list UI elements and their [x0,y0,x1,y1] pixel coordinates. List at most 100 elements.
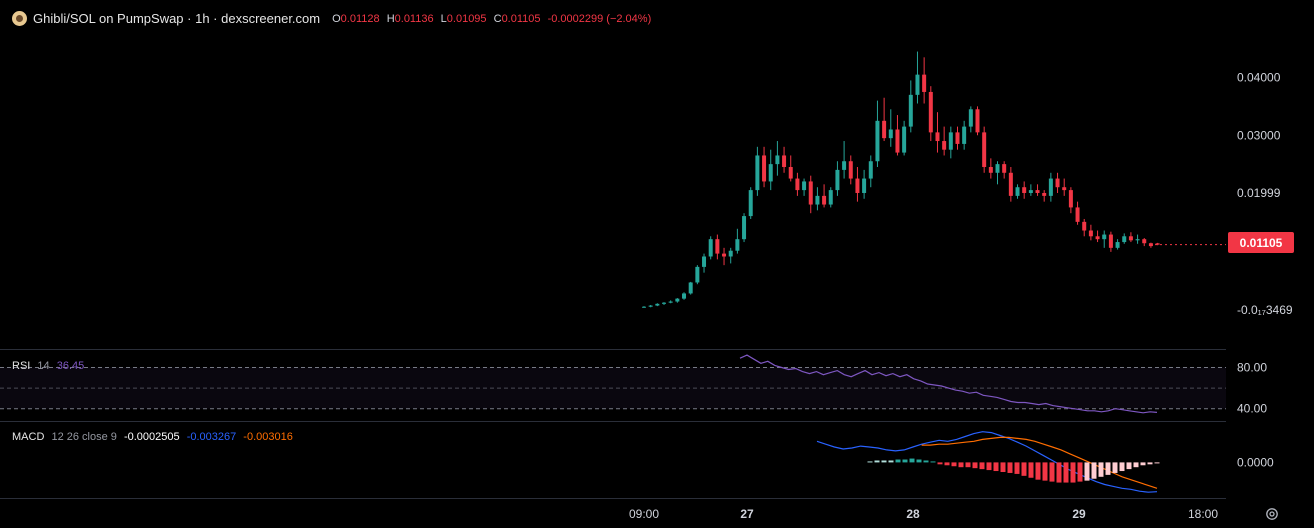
candle-body [842,161,847,170]
candle-body [922,74,927,92]
macd-hist-bar [895,459,901,463]
macd-hist-value: -0.003016 [243,431,293,443]
candle-body [755,155,760,191]
ohlc-high-value: 0.01136 [394,12,434,25]
candle-body [835,169,840,191]
candle-body [1035,190,1040,193]
time-axis-label: 27 [740,507,754,521]
macd-hist-bar [874,460,880,463]
current-price-badge: 0.01105 [1228,232,1294,253]
time-axis-label: 29 [1072,507,1086,521]
macd-axis-label: 0.0000 [1237,455,1274,469]
macd-hist-bar [881,460,887,463]
macd-hist-bar [958,462,964,468]
macd-hist-bar [1147,462,1153,465]
macd-hist-bar [1154,462,1160,464]
macd-hist-bar [1049,462,1055,482]
candle-body [715,239,720,254]
time-axis-label: 18:00 [1188,507,1218,521]
candle-body [722,253,727,257]
candle-body [888,129,893,139]
candle-body [1115,242,1120,248]
candle-body [942,141,947,150]
rsi-param: 14 [37,360,50,372]
price-axis-label: -0.0₁₇3469 [1237,303,1293,317]
macd-hist-bar [1070,462,1076,483]
candle-body [648,305,653,307]
macd-params: 12 26 close 9 [51,431,117,443]
macd-hist-bar [979,462,985,470]
candle-body [742,216,747,240]
candle-body [895,129,900,153]
candle-body [1155,243,1160,245]
macd-hist-bar [937,462,943,465]
time-axis-label: 28 [906,507,920,521]
macd-hist-bar [1056,462,1062,483]
macd-hist-bar [1021,462,1027,476]
macd-value: -0.0002505 [123,431,180,443]
macd-hist-bar [1084,462,1090,481]
chart-title: Ghibli/SOL on PumpSwap · 1h · dexscreene… [33,11,321,26]
macd-hist-bar [1007,462,1013,473]
rsi-line [739,354,1158,414]
candle-body [928,91,933,133]
macd-hist-bar [916,459,922,463]
macd-hist-bar [1042,462,1048,481]
candle-body [668,301,673,303]
ohlc-low-value: 0.01095 [446,12,487,25]
macd-signal-value: -0.003267 [186,431,237,443]
candle-body [988,167,993,173]
candle-body [728,250,733,257]
candle-body [1015,187,1020,196]
candle-body [795,178,800,191]
macd-hist-bar [1063,462,1069,483]
macd-hist-bar [1098,462,1104,477]
candle-body [748,190,753,217]
candle-body [908,94,913,127]
candle-body [1002,164,1007,173]
candle-body [995,164,1000,173]
macd-hist-bar [1000,462,1006,472]
macd-hist-bar [1077,462,1083,482]
ohlc-close-key: C [493,12,502,25]
macd-legend[interactable]: MACD 12 26 close 9 -0.0002505 -0.003267 … [12,431,293,443]
candle-body [822,195,827,205]
macd-hist-bar [1126,462,1132,470]
candle-body [1142,239,1147,244]
candle-body [982,132,987,168]
candle-body [688,282,693,294]
candle-body [662,302,667,304]
candle-body [1128,236,1133,241]
chart-header: Ghibli/SOL on PumpSwap · 1h · dexscreene… [12,11,651,26]
macd-hist-bar [930,461,936,463]
candle-body [768,164,773,182]
candle-body [948,132,953,150]
candle-body [1062,187,1067,191]
macd-hist-bar [902,459,908,463]
macd-hist-bar [1140,462,1146,466]
token-logo-icon [12,11,27,26]
rsi-legend[interactable]: RSI 14 36.45 [12,360,84,372]
candle-body [1008,172,1013,196]
candle-body [1028,190,1033,193]
ohlc-high-key: H [386,12,395,25]
candle-body [1148,243,1153,247]
ohlc-low-key: L [440,12,447,25]
price-axis-label: 0.03000 [1237,128,1281,142]
candle-body [1022,187,1027,193]
candle-body [735,239,740,251]
candle-body [962,126,967,144]
macd-signal-line [921,436,1158,489]
rsi-name: RSI [12,360,31,372]
candle-body [955,132,960,144]
candle-body [762,155,767,182]
settings-gear-icon[interactable] [1265,507,1279,521]
candle-body [1055,178,1060,188]
macd-line [816,431,1158,493]
candle-body [1102,234,1107,240]
macd-hist-bar [1119,462,1125,472]
macd-name: MACD [12,431,45,443]
macd-hist-bar [1014,462,1020,474]
macd-hist-bar [951,462,957,467]
